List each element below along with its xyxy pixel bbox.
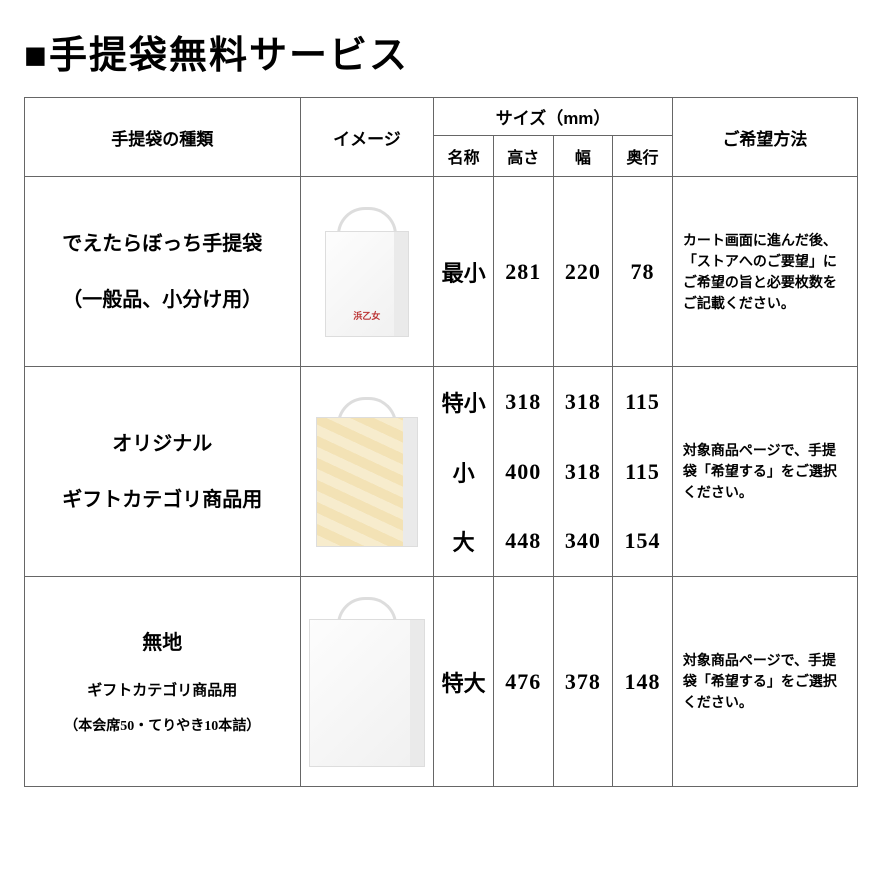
size-w: 318: [553, 367, 613, 437]
type-sub: （一般品、小分け用）: [31, 278, 294, 322]
header-type: 手提袋の種類: [25, 98, 301, 177]
header-image: イメージ: [300, 98, 434, 177]
bag-illustration: 浜乙女: [317, 207, 417, 337]
type-sub: ギフトカテゴリ商品用: [31, 675, 294, 708]
note-cell: 対象商品ページで、手提袋「希望する」をご選択ください。: [672, 367, 857, 577]
table-row: 無地 ギフトカテゴリ商品用 （本会席50・てりやき10本詰） 特大 476 37…: [25, 577, 858, 787]
size-d: 78: [613, 177, 673, 367]
header-size-h: 高さ: [493, 136, 553, 177]
size-h: 281: [493, 177, 553, 367]
page-title: ■手提袋無料サービス: [24, 24, 858, 79]
size-w: 378: [553, 577, 613, 787]
bag-illustration: [307, 597, 427, 767]
note-cell: 対象商品ページで、手提袋「希望する」をご選択ください。: [672, 577, 857, 787]
bag-illustration: [312, 397, 422, 547]
table-row: オリジナル ギフトカテゴリ商品用 特小 318 318 115 対象商品ページで…: [25, 367, 858, 437]
header-size-name: 名称: [434, 136, 494, 177]
size-name: 大: [434, 507, 494, 577]
header-size-w: 幅: [553, 136, 613, 177]
bag-image-cell: [300, 367, 434, 577]
bag-logo: 浜乙女: [353, 309, 380, 322]
size-h: 400: [493, 437, 553, 507]
type-sub: ギフトカテゴリ商品用: [31, 478, 294, 522]
size-d: 154: [613, 507, 673, 577]
size-w: 318: [553, 437, 613, 507]
size-name: 特小: [434, 367, 494, 437]
type-cell: オリジナル ギフトカテゴリ商品用: [25, 367, 301, 577]
type-main: 無地: [142, 632, 182, 654]
type-cell: でえたらぼっち手提袋 （一般品、小分け用）: [25, 177, 301, 367]
type-main: オリジナル: [112, 433, 212, 455]
size-w: 220: [553, 177, 613, 367]
size-name: 特大: [434, 577, 494, 787]
bag-service-table: 手提袋の種類 イメージ サイズ（mm） ご希望方法 名称 高さ 幅 奥行 でえた…: [24, 97, 858, 787]
size-d: 115: [613, 437, 673, 507]
header-size-group: サイズ（mm）: [434, 98, 673, 136]
type-main: でえたらぼっち手提袋: [62, 233, 262, 255]
size-h: 448: [493, 507, 553, 577]
type-cell: 無地 ギフトカテゴリ商品用 （本会席50・てりやき10本詰）: [25, 577, 301, 787]
size-d: 148: [613, 577, 673, 787]
note-cell: カート画面に進んだ後、「ストアへのご要望」にご希望の旨と必要枚数をご記載ください…: [672, 177, 857, 367]
header-size-d: 奥行: [613, 136, 673, 177]
table-header: 手提袋の種類 イメージ サイズ（mm） ご希望方法 名称 高さ 幅 奥行: [25, 98, 858, 177]
size-h: 318: [493, 367, 553, 437]
size-h: 476: [493, 577, 553, 787]
size-w: 340: [553, 507, 613, 577]
size-name: 小: [434, 437, 494, 507]
bag-image-cell: [300, 577, 434, 787]
size-d: 115: [613, 367, 673, 437]
size-name: 最小: [434, 177, 494, 367]
type-sub2: （本会席50・てりやき10本詰）: [31, 712, 294, 743]
header-note: ご希望方法: [672, 98, 857, 177]
table-row: でえたらぼっち手提袋 （一般品、小分け用） 浜乙女 最小 281 220 78 …: [25, 177, 858, 367]
bag-image-cell: 浜乙女: [300, 177, 434, 367]
